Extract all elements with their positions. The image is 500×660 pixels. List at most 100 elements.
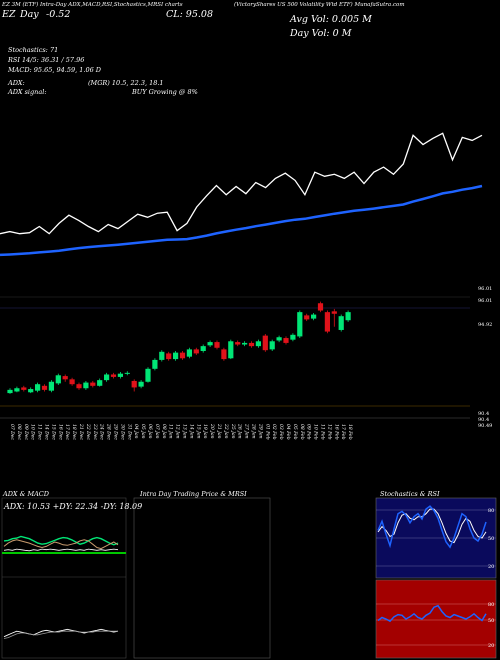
candle (69, 377, 75, 386)
rsi-level-50: 50 (488, 618, 494, 624)
candle (331, 308, 337, 327)
candle (276, 335, 282, 343)
date-label: 05 Feb (292, 424, 298, 440)
candle-body (110, 374, 117, 377)
candle (76, 382, 82, 390)
date-label: 07 Dec (9, 424, 15, 440)
date-label: 04 Jan (133, 424, 139, 439)
candle (83, 380, 89, 390)
stoch-rsi-panel: 80 50 20 80 50 20 (375, 497, 497, 659)
date-label: 06 Jan (147, 424, 153, 439)
candle (152, 358, 158, 371)
macd-readout: MACD: 95.65, 94.59, 1.06 D (8, 66, 102, 74)
candle (221, 347, 227, 361)
price-level-label: 90.49 (478, 423, 492, 429)
date-label: 27 Jan (244, 423, 250, 439)
buy-signal: BUY Growing @ 8% (132, 88, 198, 96)
stoch-level-80: 80 (488, 508, 494, 514)
date-label: 22 Jan (223, 423, 229, 439)
candle-body (117, 373, 123, 377)
stoch-k-line (377, 505, 487, 549)
candle (207, 340, 213, 347)
date-label: 11 Feb (320, 424, 326, 440)
candle (124, 371, 130, 376)
ema-line (0, 184, 483, 257)
price-line (0, 132, 483, 235)
adx-panel-values: ADX: 10.53 +DY: 22.34 -DY: 18.09 (4, 502, 143, 511)
date-label: 03 Feb (278, 424, 284, 440)
candle (166, 351, 172, 361)
candle (14, 386, 20, 393)
date-label: 21 Jan (216, 423, 222, 439)
date-label: 11 Dec (37, 424, 43, 440)
candle (262, 334, 268, 352)
stoch-panel-title: Stochastics & RSI (380, 490, 440, 498)
candle-body (186, 349, 192, 357)
price-level-label: 90.4 (478, 417, 489, 423)
candle-body (331, 311, 337, 314)
candle (186, 347, 192, 359)
date-label: 18 Dec (71, 424, 77, 440)
candle-body (283, 338, 289, 343)
candle-body (41, 385, 48, 390)
candle (55, 373, 61, 385)
candle (304, 313, 310, 322)
date-label: 12 Feb (326, 424, 332, 440)
date-label: 20 Jan (209, 423, 215, 439)
candle-body (304, 315, 310, 320)
date-label: 15 Dec (50, 424, 56, 440)
candle-body (14, 388, 20, 392)
candle-body (338, 316, 344, 330)
date-label: 18 Feb (347, 424, 353, 440)
intraday-panel (133, 497, 271, 659)
candles (7, 301, 351, 394)
candle (311, 312, 317, 321)
candle-body (76, 384, 82, 389)
candle-body (255, 341, 261, 347)
candle-body (152, 359, 158, 369)
date-label: 10 Feb (313, 424, 319, 440)
date-label: 07 Jan (154, 424, 160, 439)
candle (345, 310, 351, 322)
candle (90, 380, 96, 388)
candle (228, 339, 234, 360)
candle-body (207, 342, 213, 346)
date-label: 09 Feb (306, 424, 312, 440)
candle (283, 336, 289, 345)
candle-body (228, 341, 234, 359)
candle-body (290, 334, 296, 340)
macd-signal-line (3, 630, 118, 639)
stoch-level-50: 50 (488, 536, 494, 542)
date-label: 16 Dec (57, 424, 63, 440)
candle-body (193, 349, 199, 354)
candle-body (200, 346, 206, 351)
candle (7, 388, 13, 394)
price-level-label: 96.01 (478, 298, 492, 304)
rsi-level-80: 80 (488, 602, 494, 608)
candle (35, 382, 41, 393)
candle (214, 340, 220, 350)
price-level-label: 94.92 (478, 322, 492, 328)
candle-body (173, 352, 179, 360)
candle-body (317, 303, 324, 311)
candle (179, 351, 186, 360)
candle (290, 333, 296, 342)
candle (235, 340, 241, 347)
fund-name: (VictoryShares US 500 Volatility Wtd ETF… (234, 2, 405, 8)
date-label: 08 Jan (161, 424, 167, 439)
candle (173, 351, 179, 361)
macd-line (3, 628, 119, 638)
candle-body (124, 372, 130, 374)
candle (110, 372, 117, 379)
candle-body (179, 352, 186, 359)
candle-body (248, 342, 255, 347)
header-line1: EZ 3M (ETF) Intra-Day ADX,MACD,RSI,Stoch… (2, 2, 183, 8)
candle-body (297, 312, 303, 337)
date-label: 11 Jan (168, 424, 174, 439)
rsi-readout: RSI 14/5: 36.31 / 57.96 (8, 56, 85, 64)
candle (131, 379, 137, 392)
candle (242, 341, 248, 347)
date-label: 30 Dec (119, 424, 125, 440)
date-label: 15 Jan (195, 424, 201, 439)
